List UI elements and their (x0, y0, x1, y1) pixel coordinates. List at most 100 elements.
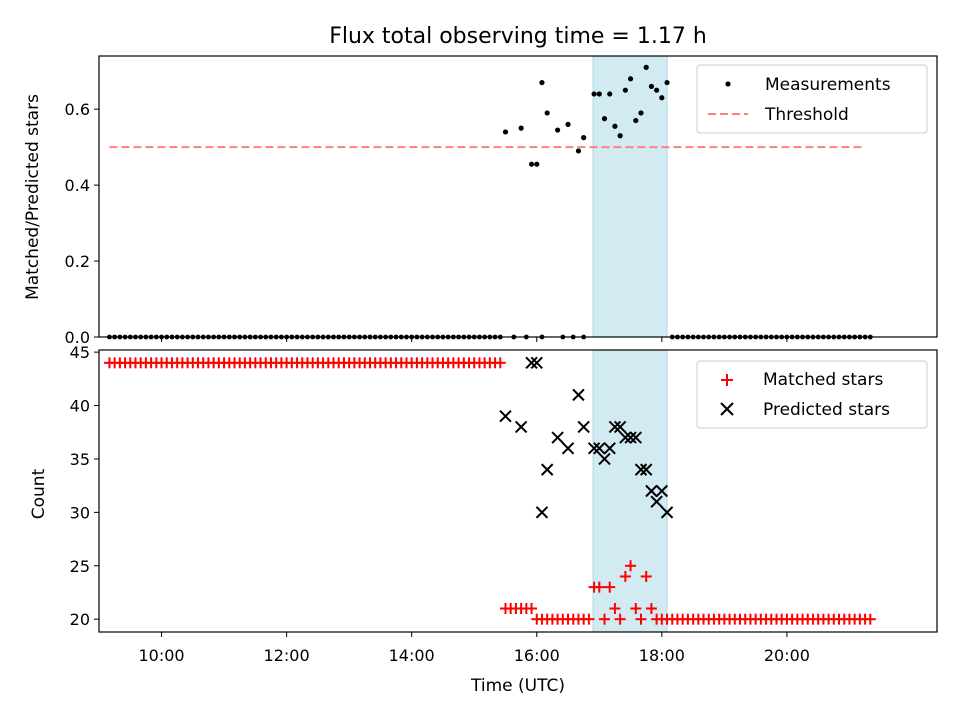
predicted-legend-label: Predicted stars (763, 400, 890, 420)
matched-star-point (494, 357, 506, 369)
matched-star-point (593, 581, 605, 593)
measurement-point (534, 161, 540, 167)
matched-star-point (864, 613, 876, 625)
bottom-axes-frame (98, 349, 938, 633)
top-y-ticks: 0.0 0.2 0.4 0.6 (65, 100, 99, 347)
predicted-star-point (613, 420, 627, 434)
bottom-y-tick-label: 30 (70, 503, 90, 522)
measurement-point (555, 127, 561, 133)
predicted-star-point (525, 356, 538, 370)
bottom-panel: 20 25 30 35 40 45 10:00 12:00 14:00 16:00 18:00 20… (29, 343, 938, 696)
bottom-span-rect (592, 349, 668, 633)
predicted-star-point (514, 420, 528, 434)
threshold-legend-label: Threshold (764, 105, 849, 125)
measurement-point (617, 133, 623, 139)
measurement-point (518, 125, 524, 131)
measurement-point (622, 87, 628, 93)
matched-star-point (630, 603, 642, 614)
bottom-y-axis-label: Count (29, 468, 49, 519)
measurement-point (607, 91, 613, 97)
predicted-star-point (577, 420, 590, 434)
matched-legend-marker (721, 374, 733, 386)
matched-star-point (661, 613, 673, 625)
measurement-point (664, 79, 670, 86)
measurement-point (502, 129, 509, 135)
matched-star-point (619, 570, 631, 582)
measurement-point (659, 95, 665, 101)
bottom-x-tick-label: 16:00 (514, 646, 560, 665)
top-y-tick-label: 0.4 (65, 176, 90, 195)
matched-star-point (645, 603, 657, 614)
top-span-rect (592, 55, 668, 338)
predicted-star-point (634, 463, 648, 476)
predicted-legend-marker (720, 402, 734, 416)
matched-legend-label: Matched stars (763, 370, 883, 390)
measurement-point (596, 91, 602, 97)
measurement-point (654, 87, 660, 93)
predicted-star-point (593, 442, 606, 455)
measurement-point (591, 91, 597, 97)
predicted-star-point (660, 506, 674, 519)
predicted-star-point (639, 463, 653, 476)
measurement-point (627, 76, 634, 82)
top-y-tick-label: 0.2 (65, 252, 90, 271)
matched-star-point (526, 603, 538, 614)
bottom-legend: Matched stars Predicted stars (696, 360, 928, 429)
measurement-point (575, 148, 582, 154)
top-legend-box (696, 64, 928, 134)
bottom-y-ticks: 20 25 30 35 40 45 (70, 343, 99, 629)
top-y-tick-label: 0.6 (65, 100, 90, 119)
bottom-x-tick-label: 10:00 (138, 646, 184, 665)
top-y-tick-label: 0.0 (65, 328, 90, 347)
measurement-point (581, 135, 587, 141)
measurement-point (633, 117, 639, 124)
predicted-star-point (645, 484, 658, 498)
predicted-star-point (598, 452, 611, 466)
bottom-legend-box (696, 360, 928, 429)
predicted-star-point (587, 442, 601, 455)
predicted-star-point (624, 431, 637, 444)
predicted-star-point (499, 410, 512, 423)
predicted-star-point (629, 431, 642, 444)
predicted-star-point (619, 431, 632, 444)
top-x-ticks (161, 337, 788, 342)
matched-star-point (604, 581, 616, 593)
top-y-axis-label: Matched/Predicted stars (23, 94, 43, 300)
predicted-star-point (650, 495, 663, 508)
measurements-legend-marker (725, 81, 731, 87)
measurement-point (648, 83, 655, 89)
predicted-star-point (572, 388, 585, 402)
top-legend: Measurements Threshold (696, 64, 928, 134)
predicted-star-point (608, 420, 622, 434)
matched-star-point (625, 560, 637, 572)
measurement-point (544, 110, 550, 116)
predicted-star-point (561, 442, 575, 455)
predicted-star-point (551, 431, 564, 444)
predicted-star-point (530, 356, 543, 370)
matched-star-point (614, 613, 626, 625)
bottom-highlight-span (592, 349, 668, 633)
matched-stars-points (103, 357, 876, 625)
measurement-point (643, 64, 649, 70)
predicted-star-point (535, 506, 549, 519)
bottom-x-tick-label: 12:00 (264, 646, 310, 665)
measurement-point (528, 161, 535, 167)
matched-star-point (536, 613, 548, 625)
measurement-point (601, 116, 608, 122)
measurements-legend-label: Measurements (765, 75, 891, 95)
matched-star-point (583, 613, 595, 625)
bottom-x-tick-label: 14:00 (389, 646, 435, 665)
bottom-y-tick-label: 20 (70, 610, 90, 629)
bottom-y-tick-label: 35 (70, 450, 90, 469)
bottom-y-tick-label: 25 (70, 557, 90, 576)
matched-star-point (599, 613, 611, 625)
measurement-point (612, 123, 618, 129)
top-highlight-span (592, 55, 668, 338)
bottom-x-tick-label: 18:00 (639, 646, 685, 665)
matched-star-point (635, 613, 647, 625)
chart-title: Flux total observing time = 1.17 h (329, 24, 707, 49)
predicted-star-point (655, 484, 669, 498)
predicted-stars-points (499, 356, 674, 519)
predicted-star-point (603, 442, 616, 455)
